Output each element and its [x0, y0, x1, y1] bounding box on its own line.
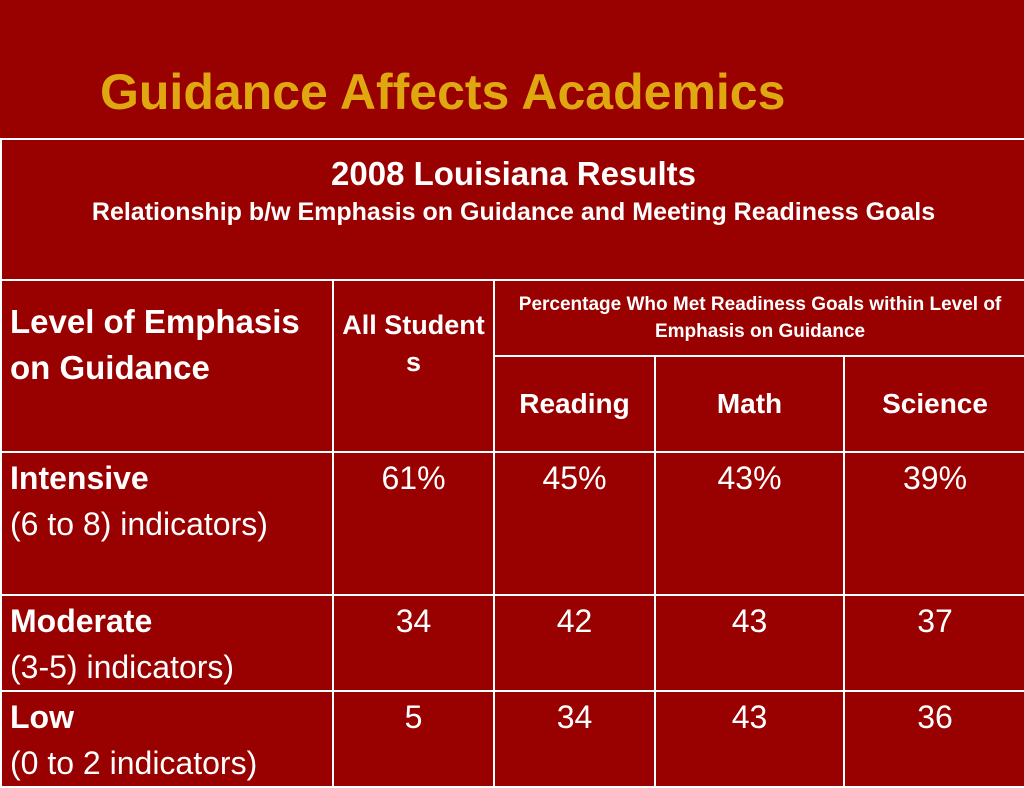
level-column-header: Level of Emphasis on Guidance [0, 279, 334, 453]
row-label-cell: Intensive (6 to 8) indicators) [0, 451, 334, 596]
percentage-group-header: Percentage Who Met Readiness Goals withi… [492, 279, 1024, 357]
row-level-detail: (6 to 8) indicators) [10, 506, 268, 542]
row-label-cell: Low (0 to 2 indicators) [0, 690, 334, 788]
table-row-intensive: Intensive (6 to 8) indicators) 61% 45% 4… [0, 451, 1024, 596]
science-value: 36 [842, 690, 1024, 788]
row-label-cell: Moderate (3-5) indicators) [0, 594, 334, 692]
subject-header-row: Reading Math Science [1, 355, 1024, 453]
table-subtitle: Relationship b/w Emphasis on Guidance an… [91, 198, 936, 226]
math-value: 43% [654, 451, 845, 596]
all-students-column-header: All Students [332, 279, 495, 453]
reading-value: 42 [493, 594, 656, 692]
reading-value: 34 [493, 690, 656, 788]
row-level-label: Moderate [10, 603, 153, 639]
science-column-header: Science [842, 355, 1024, 453]
row-level-detail: (3-5) indicators) [10, 649, 235, 685]
math-value: 43 [654, 690, 845, 788]
table-title-cell: 2008 Louisiana Results Relationship b/w … [0, 138, 1024, 281]
science-value: 37 [842, 594, 1024, 692]
table-row-low: Low (0 to 2 indicators) 5 34 43 36 [0, 690, 1024, 788]
all-students-value: 34 [332, 594, 495, 692]
slide-title: Guidance Affects Academics [100, 64, 786, 120]
all-students-value: 61% [332, 451, 495, 596]
row-level-detail: (0 to 2 indicators) [10, 745, 258, 781]
row-level-label: Intensive [10, 460, 149, 496]
reading-column-header: Reading [493, 355, 656, 453]
table-title-row: 2008 Louisiana Results Relationship b/w … [0, 138, 1024, 281]
math-column-header: Math [654, 355, 845, 453]
table-row-moderate: Moderate (3-5) indicators) 34 42 43 37 [0, 594, 1024, 692]
science-value: 39% [842, 451, 1024, 596]
table-title: 2008 Louisiana Results [331, 155, 697, 192]
column-header-row: Level of Emphasis on Guidance All Studen… [0, 279, 1024, 453]
all-students-value: 5 [332, 690, 495, 788]
results-table: 2008 Louisiana Results Relationship b/w … [0, 138, 1024, 788]
reading-value: 45% [493, 451, 656, 596]
row-level-label: Low [10, 699, 74, 735]
math-value: 43 [654, 594, 845, 692]
